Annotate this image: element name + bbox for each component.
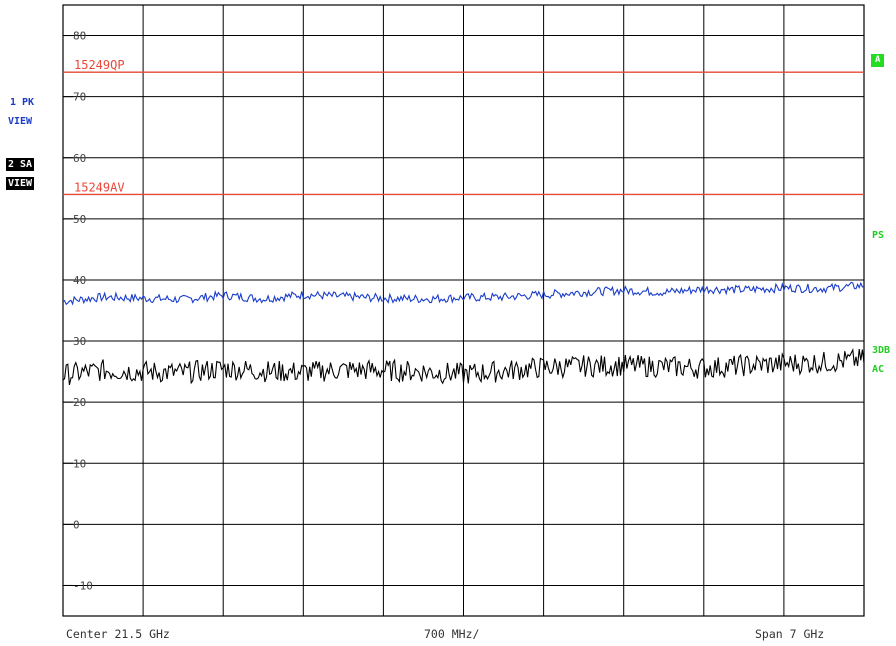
trace-1 bbox=[62, 281, 865, 306]
y-tick-label: 20 bbox=[73, 396, 86, 409]
trace2-label: 2 SA bbox=[6, 158, 35, 171]
y-tick-label: 50 bbox=[73, 213, 86, 226]
center-frequency: Center 21.5 GHz bbox=[66, 627, 170, 641]
trace-1-line bbox=[62, 281, 865, 306]
y-tick-label: 40 bbox=[73, 274, 86, 287]
grid bbox=[62, 4, 865, 617]
limit-line-label: 15249AV bbox=[74, 180, 125, 194]
traces bbox=[62, 281, 865, 386]
indicator-a: A bbox=[871, 54, 885, 67]
frequency-span: Span 7 GHz bbox=[755, 627, 825, 641]
trace-2 bbox=[62, 347, 865, 386]
trace-2-line bbox=[62, 347, 865, 386]
indicator-3db: 3DB bbox=[872, 345, 891, 356]
limit-lines: 15249QP 15249AV bbox=[63, 58, 864, 196]
y-tick-label: 0 bbox=[73, 518, 80, 531]
indicator-ps: PS bbox=[872, 230, 885, 241]
y-tick-label: 80 bbox=[73, 30, 86, 43]
y-ticks: 80 70 60 50 40 30 20 10 0 -10 bbox=[63, 30, 93, 592]
trace2-mode: VIEW bbox=[6, 177, 35, 190]
y-tick-label: 30 bbox=[73, 335, 86, 348]
limit-line-label: 15249QP bbox=[74, 58, 125, 72]
y-tick-label: 70 bbox=[73, 91, 86, 104]
y-tick-label: 10 bbox=[73, 457, 86, 470]
trace1-label: 1 PK bbox=[10, 97, 35, 108]
y-tick-label: -10 bbox=[73, 579, 93, 592]
y-tick-label: 60 bbox=[73, 152, 86, 165]
trace1-mode: VIEW bbox=[8, 116, 33, 127]
indicator-ac: AC bbox=[872, 364, 885, 375]
frequency-per-division: 700 MHz/ bbox=[424, 627, 480, 641]
